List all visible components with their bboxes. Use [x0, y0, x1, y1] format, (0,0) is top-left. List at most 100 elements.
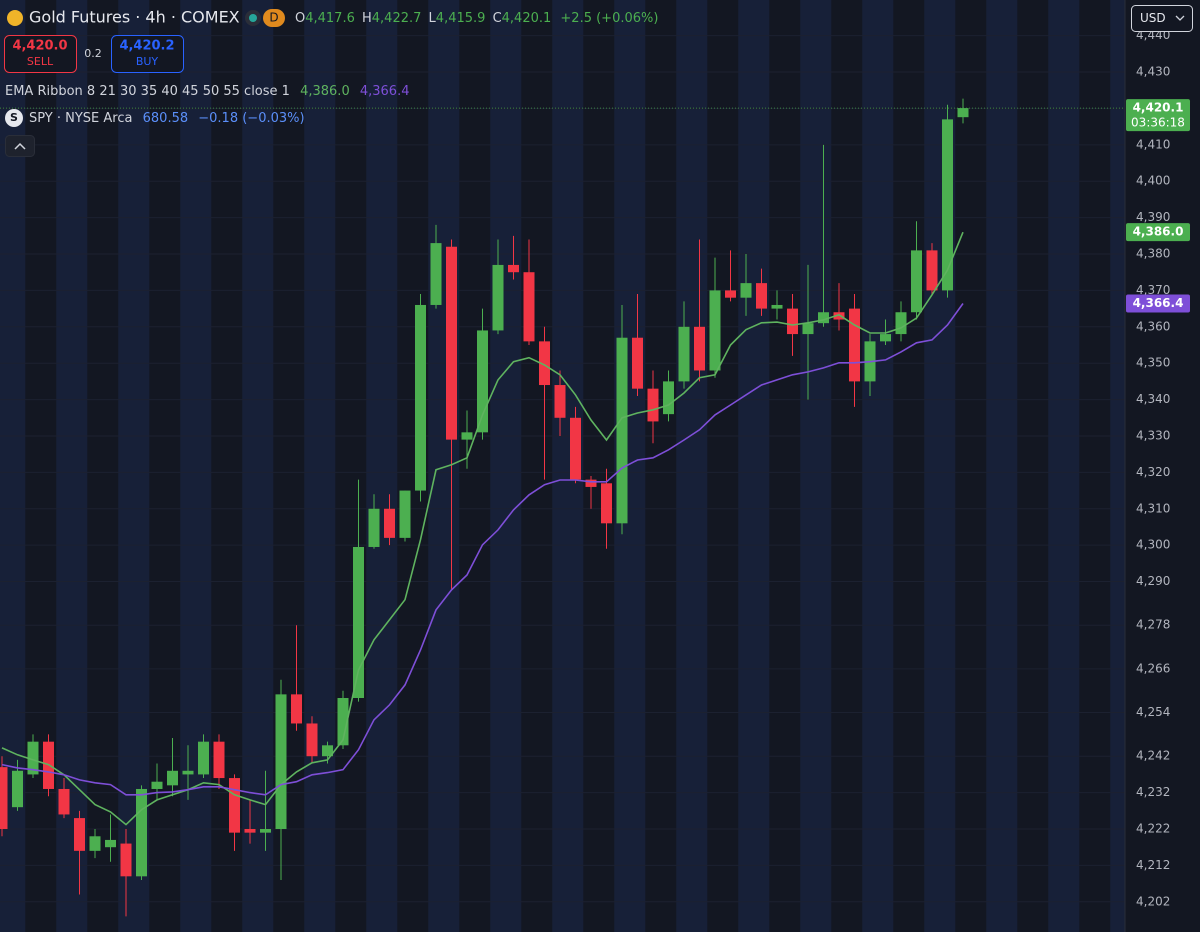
grid — [0, 35, 1125, 903]
candle-body — [89, 836, 101, 851]
spread: 0.2 — [84, 47, 102, 60]
y-tick-label: 4,212 — [1136, 858, 1170, 872]
session-band — [1110, 0, 1125, 932]
sell-label[interactable]: SELL — [27, 55, 54, 68]
ohlc-value: 4,415.9 — [436, 11, 486, 26]
y-tick-label: 4,370 — [1136, 283, 1170, 297]
y-tick-label: 4,266 — [1136, 661, 1170, 675]
price-badge-label: 4,420.1 — [1133, 101, 1184, 115]
y-tick-label: 4,310 — [1136, 501, 1170, 515]
candle-body — [818, 312, 829, 324]
candle-body — [678, 326, 690, 382]
spy-icon: S — [10, 111, 18, 124]
spy-label[interactable]: SPY · NYSE Arca — [29, 111, 132, 126]
candle-body — [942, 119, 953, 291]
session-band — [490, 0, 522, 932]
candle-body — [880, 334, 891, 342]
dropdown-icon — [1175, 15, 1185, 21]
buy-price[interactable]: 4,420.2 — [119, 39, 174, 54]
y-tick-label: 4,290 — [1136, 574, 1170, 588]
candle-body — [616, 337, 628, 524]
candle-body — [601, 483, 612, 524]
sell-price[interactable]: 4,420.0 — [12, 39, 67, 54]
spy-price: 680.58 — [143, 111, 189, 126]
candle-body — [539, 341, 550, 386]
delay-badge-bg — [263, 9, 285, 27]
y-tick-label: 4,232 — [1136, 785, 1170, 799]
session-band — [366, 0, 398, 932]
candle-body — [337, 697, 349, 746]
candle-body — [663, 381, 674, 415]
candle-body — [198, 741, 209, 775]
candle-body — [27, 741, 39, 775]
y-axis-panel — [1125, 0, 1200, 932]
candle-body — [244, 829, 256, 833]
candle-body — [446, 246, 457, 440]
candle-body — [105, 839, 116, 848]
candle-body — [647, 388, 659, 422]
session-band — [242, 0, 274, 932]
y-tick-label: 4,254 — [1136, 705, 1170, 719]
ema-value: 4,386.0 — [300, 84, 350, 99]
candle-body — [167, 770, 178, 786]
candle-body — [554, 385, 566, 418]
collapse-button[interactable] — [5, 135, 35, 157]
candle-body — [260, 829, 271, 833]
currency-select[interactable] — [1131, 5, 1193, 32]
ohlc-key: H — [362, 11, 372, 26]
symbol-icon — [7, 10, 23, 26]
candle-body — [229, 778, 240, 833]
candle-body — [58, 788, 70, 815]
candle-body — [74, 818, 85, 851]
y-tick-label: 4,278 — [1136, 618, 1170, 632]
buy-label[interactable]: BUY — [136, 55, 159, 68]
price-badge-label: 4,366.4 — [1133, 296, 1184, 310]
buy-button[interactable] — [111, 35, 184, 73]
candle-body — [0, 767, 8, 830]
candle-body — [926, 250, 938, 291]
spy-change: −0.18 (−0.03%) — [198, 111, 304, 126]
candle-body — [120, 843, 132, 877]
candle-body — [151, 781, 163, 789]
spy-icon-bg — [5, 109, 23, 127]
candle-body — [895, 312, 907, 335]
candle-body — [136, 788, 147, 877]
candle-body — [353, 546, 364, 698]
candle-body — [570, 417, 581, 480]
y-tick-label: 4,430 — [1136, 65, 1170, 79]
candle-body — [12, 770, 23, 808]
candle-body — [833, 312, 845, 320]
y-tick-label: 4,410 — [1136, 137, 1170, 151]
candle-body — [725, 290, 736, 298]
y-tick-label: 4,350 — [1136, 356, 1170, 370]
price-badge — [1126, 223, 1190, 242]
y-tick-label: 4,202 — [1136, 894, 1170, 908]
candle-body — [523, 272, 535, 342]
spy-legend: SPY · NYSE Arca 680.58 −0.18 (−0.03%) — [29, 111, 305, 126]
currency[interactable]: USD — [1140, 11, 1166, 25]
candle-body — [709, 290, 721, 371]
plot — [0, 98, 1125, 917]
session-band — [1048, 0, 1080, 932]
ohlc-key: O — [295, 11, 305, 26]
countdown: 03:36:18 — [1131, 116, 1185, 130]
price-badge — [1126, 99, 1190, 132]
candle-body — [182, 770, 194, 775]
symbol-title[interactable]: Gold Futures · 4h · COMEX — [29, 8, 240, 27]
candle-body — [415, 304, 426, 491]
candle-body — [787, 308, 798, 335]
collapse-icon — [14, 142, 26, 150]
candle-body — [399, 490, 411, 538]
candle-body — [911, 250, 922, 313]
y-tick-label: 4,340 — [1136, 392, 1170, 406]
candle-body — [508, 264, 519, 273]
ema-legend: EMA Ribbon 8 21 30 35 40 45 50 55 close … — [5, 84, 409, 99]
ohlc-key: L — [429, 11, 437, 26]
ema-label[interactable]: EMA Ribbon 8 21 30 35 40 45 50 55 close … — [5, 84, 290, 99]
ohlc-value: 4,420.1 — [502, 11, 552, 26]
sell-button[interactable] — [4, 35, 77, 73]
candle-body — [756, 283, 767, 309]
ohlc-value: 4,417.6 — [305, 11, 355, 26]
